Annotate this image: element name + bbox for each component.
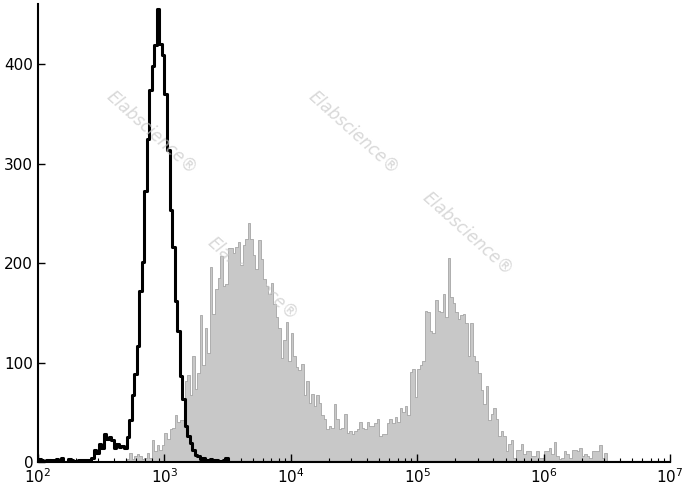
Text: Elabscience®: Elabscience® bbox=[419, 188, 517, 278]
Text: Elabscience®: Elabscience® bbox=[204, 234, 302, 324]
Text: Elabscience®: Elabscience® bbox=[103, 87, 201, 177]
Text: Elabscience®: Elabscience® bbox=[305, 87, 403, 177]
